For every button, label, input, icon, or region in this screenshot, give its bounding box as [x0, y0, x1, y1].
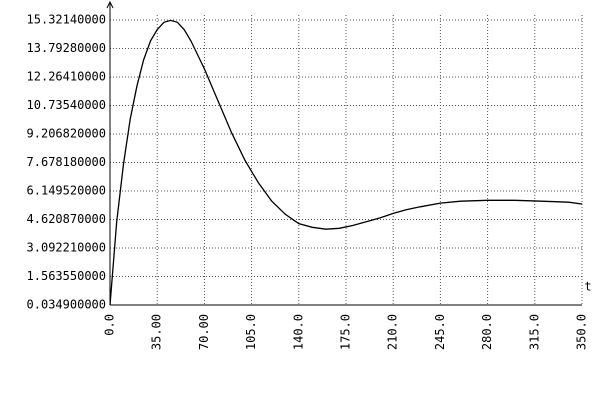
x-tick-label: 70.00	[197, 314, 211, 350]
x-tick-label: 350.0	[575, 314, 589, 350]
x-tick-label: 35.00	[150, 314, 164, 350]
y-tick-label: 4.620870000	[27, 212, 106, 226]
y-tick-label: 12.26410000	[27, 70, 106, 84]
x-tick-label: 245.0	[433, 314, 447, 350]
line	[109, 19, 583, 306]
y-tick-label: 7.678180000	[27, 155, 106, 169]
x-tick-label: 105.0	[244, 314, 258, 350]
x-tick-label: 315.0	[527, 314, 541, 350]
y-tick-label: 3.092210000	[27, 240, 106, 254]
y-tick-label: 0.034900000	[27, 298, 106, 312]
y-tick-label: 1.563550000	[27, 269, 106, 283]
x-tick-label: 210.0	[386, 314, 400, 350]
x-tick-label: 175.0	[339, 314, 353, 350]
y-tick-label: 15.32140000	[27, 13, 106, 27]
x-axis-label: t	[584, 280, 591, 294]
y-tick-label: 6.149520000	[27, 183, 106, 197]
x-tick-label: 280.0	[480, 314, 494, 350]
y-tick-label: 9.206820000	[27, 126, 106, 140]
x-tick-label: 0.0	[103, 314, 117, 336]
y-tick-label: 10.73540000	[27, 98, 106, 112]
y-tick-label: 13.79280000	[27, 41, 106, 55]
x-tick-label: 140.0	[291, 314, 305, 350]
